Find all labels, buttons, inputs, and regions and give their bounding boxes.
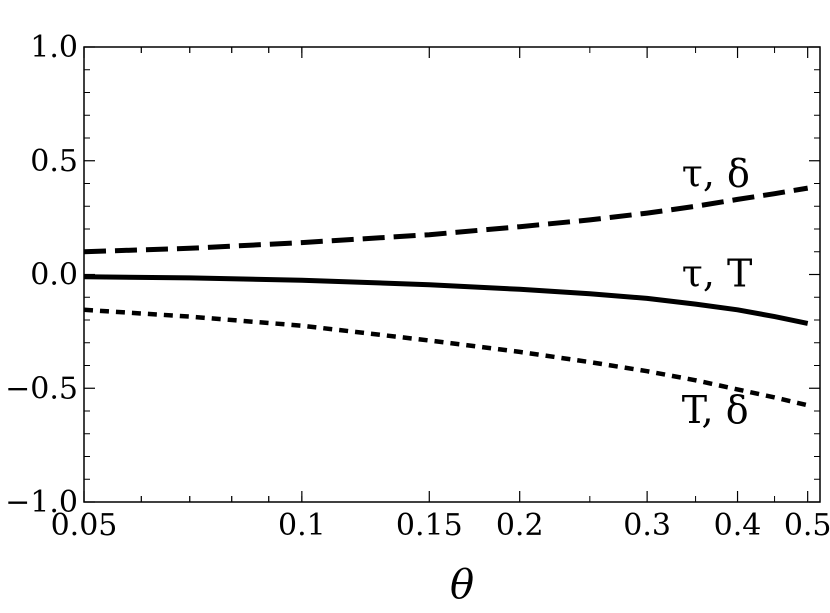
plot-frame (83, 46, 821, 503)
y-tick-label: 0.0 (30, 258, 78, 293)
series-annotation: τ, δ (682, 151, 750, 195)
x-tick-label: 0.5 (784, 508, 830, 543)
series-line-dotted (83, 307, 809, 408)
x-axis-title: θ (450, 562, 474, 608)
series-line-dashed (83, 185, 809, 255)
series-annotation: τ, T (682, 252, 753, 296)
x-tick-label: 0.3 (623, 508, 671, 543)
x-tick-label: 0.1 (278, 508, 326, 543)
labels-layer: 0.05 0.1 0.15 0.2 0.3 0.4 0.5 1.0 0.5 0.0 −0.5 −1.0 (5, 30, 830, 543)
x-tick-label: 0.2 (496, 508, 544, 543)
y-tick-label: 0.5 (30, 144, 78, 179)
y-tick-label: −0.5 (5, 371, 78, 406)
x-tick-label: 0.05 (51, 508, 118, 543)
series-line-solid (83, 274, 809, 326)
x-tick-label: 0.15 (396, 508, 463, 543)
y-tick-label: −1.0 (5, 485, 78, 520)
series-annotation: T, δ (682, 388, 749, 432)
annotations-layer: τ, δ τ, T T, δ (682, 151, 753, 432)
y-tick-label: 1.0 (30, 30, 78, 65)
x-tick-label: 0.4 (714, 508, 762, 543)
series-layer (83, 185, 809, 408)
